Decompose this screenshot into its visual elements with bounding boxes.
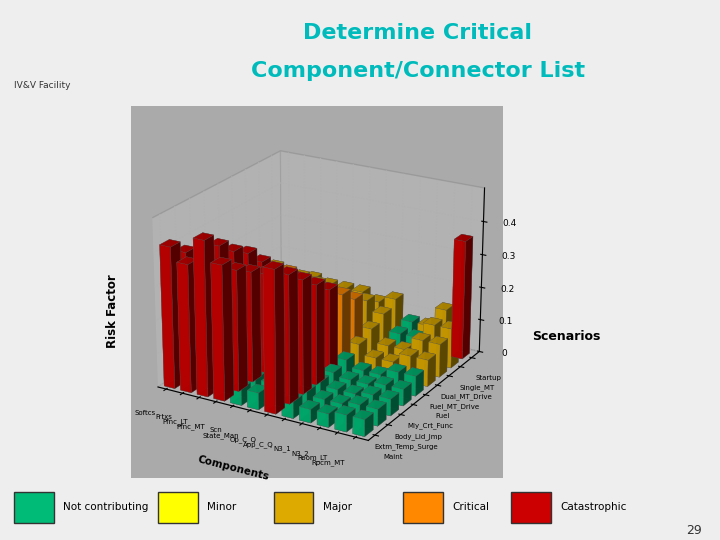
Text: Risk Factor: Risk Factor: [106, 274, 119, 348]
Text: Catastrophic: Catastrophic: [560, 502, 626, 512]
Bar: [403, 491, 443, 523]
Text: Minor: Minor: [207, 502, 237, 512]
Text: Major: Major: [323, 502, 351, 512]
Text: IV&V Facility: IV&V Facility: [14, 81, 71, 90]
X-axis label: Components: Components: [197, 454, 270, 482]
Text: Critical: Critical: [452, 502, 489, 512]
Bar: [158, 491, 198, 523]
Text: Determine Critical: Determine Critical: [303, 23, 532, 43]
Text: Scenarios: Scenarios: [532, 330, 600, 343]
Text: Component/Connector List: Component/Connector List: [251, 61, 585, 81]
Text: 29: 29: [686, 524, 702, 537]
Bar: [274, 491, 313, 523]
Bar: [511, 491, 551, 523]
Bar: [14, 491, 54, 523]
Text: Not contributing: Not contributing: [63, 502, 149, 512]
